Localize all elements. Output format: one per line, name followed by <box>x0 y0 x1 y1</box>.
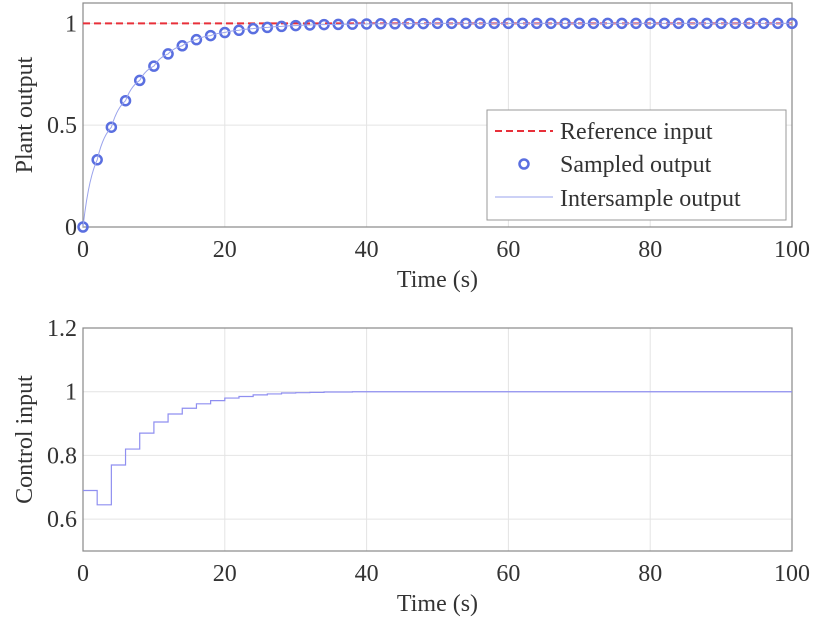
y-tick-label: 0.6 <box>47 507 77 533</box>
legend-label: Sampled output <box>560 152 712 178</box>
x-tick-label: 0 <box>77 237 89 263</box>
legend-box <box>486 109 787 221</box>
sampled-output-marker <box>204 29 217 42</box>
intersample-output-line <box>82 22 792 228</box>
x-axis-label: Time (s) <box>397 267 478 293</box>
sampled-output-marker <box>219 26 231 39</box>
x-tick-label: 20 <box>213 561 237 587</box>
x-tick-label: 100 <box>774 561 810 587</box>
control-input-line <box>83 391 792 506</box>
legend: Reference input Sampled output Intersample… <box>486 109 787 221</box>
x-tick-label: 60 <box>496 561 520 587</box>
y-axis-label: Plant output <box>12 56 38 173</box>
y-tick-label: 0 <box>65 215 77 241</box>
axes-box <box>82 2 793 228</box>
sampled-output-marker <box>119 94 132 107</box>
sampled-output-marker <box>148 60 160 72</box>
legend-label: Reference input <box>560 119 713 145</box>
x-tick-label: 80 <box>638 561 662 587</box>
x-tick-label: 60 <box>496 237 520 263</box>
y-tick-label: 1 <box>65 11 77 37</box>
x-tick-label: 40 <box>355 237 379 263</box>
x-tick-label: 0 <box>77 561 89 587</box>
y-axis-label: Control input <box>12 375 38 504</box>
sampled-output-marker <box>176 40 189 52</box>
control-input-plot: 0 20 40 60 80 100 0.6 0.8 1 1.2 Time (s) Control in… <box>12 316 810 617</box>
x-tick-label: 80 <box>638 237 662 263</box>
y-tick-label: 0.5 <box>47 113 77 139</box>
legend-label: Intersample output <box>560 186 741 212</box>
sampled-output-marker <box>105 121 118 133</box>
sampled-output-marker <box>162 48 174 60</box>
sampled-output-marker <box>77 221 89 233</box>
sampled-output-marker <box>91 154 103 166</box>
x-tick-label: 100 <box>774 237 810 263</box>
sampled-output-marker <box>133 74 146 87</box>
x-tick-label: 40 <box>355 561 379 587</box>
plant-output-plot: 0 20 40 60 80 100 0 0.5 1 Time (s) Plant output Ref… <box>12 2 810 293</box>
x-axis-label: Time (s) <box>397 591 478 617</box>
y-tick-label: 0.8 <box>47 443 77 469</box>
legend-sampled-swatch <box>518 158 530 170</box>
axes-box <box>82 327 793 552</box>
y-tick-label: 1.2 <box>47 316 77 342</box>
x-tick-label: 20 <box>213 237 237 263</box>
y-tick-label: 1 <box>65 380 77 406</box>
sampled-output-marker <box>190 33 203 46</box>
